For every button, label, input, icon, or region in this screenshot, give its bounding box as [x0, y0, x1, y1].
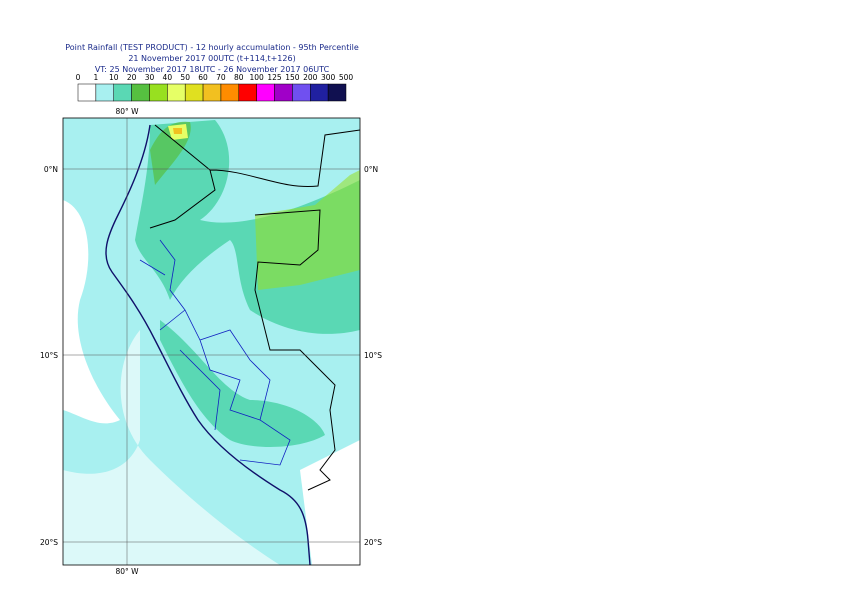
- rain-60: [173, 128, 182, 134]
- legend-swatch: [327, 83, 347, 102]
- rain-10: [160, 320, 325, 447]
- ocean-clear: [63, 200, 120, 424]
- region-border: [139, 239, 291, 466]
- legend-swatch: [220, 83, 240, 102]
- legend-label: 200: [303, 73, 318, 82]
- legend-label: 125: [267, 73, 282, 82]
- legend-swatch: [292, 83, 311, 102]
- legend-label: 40: [163, 73, 173, 82]
- coastline: [105, 124, 311, 565]
- legend-swatch: [184, 83, 204, 102]
- map: [63, 118, 360, 565]
- legend-label: 500: [339, 73, 354, 82]
- legend-swatch: [238, 83, 257, 102]
- legend-label: 300: [321, 73, 336, 82]
- legend-swatch: [310, 83, 329, 102]
- graticule: [63, 118, 360, 565]
- legend-swatch: [113, 83, 132, 102]
- lat-label: 10°S: [364, 351, 382, 360]
- legend-label: 70: [216, 73, 226, 82]
- legend-label: 1: [93, 73, 98, 82]
- legend-label: 20: [127, 73, 137, 82]
- legend-label: 10: [109, 73, 119, 82]
- legend-swatch: [167, 83, 186, 102]
- legend-swatch: [95, 83, 114, 102]
- map-frame: [62, 117, 361, 566]
- lat-label: 0°N: [364, 165, 378, 174]
- legend-swatch: [274, 83, 293, 102]
- rain-30: [255, 170, 360, 290]
- lon-label: 80° W: [115, 107, 139, 116]
- lat-label: 20°S: [40, 538, 58, 547]
- lat-label: 20°S: [364, 538, 382, 547]
- lon-label: 80° W: [115, 567, 139, 576]
- legend-swatch: [131, 83, 150, 102]
- legend-swatch: [77, 83, 97, 102]
- legend-label: 100: [250, 73, 265, 82]
- legend-label: 80: [234, 73, 244, 82]
- legend-label: 60: [198, 73, 208, 82]
- legend-label: 30: [145, 73, 155, 82]
- lat-label: 10°S: [40, 351, 58, 360]
- valid-time: VT: 25 November 2017 18UTC - 26 November…: [95, 65, 330, 74]
- land-clear: [300, 440, 360, 565]
- legend: 0 1 10 20 30 40 50 60 70 80 100 125 150 200 300 500: [76, 73, 354, 102]
- init-time: 21 November 2017 00UTC (t+114,t+126): [128, 54, 295, 63]
- legend-label: 50: [180, 73, 190, 82]
- title: Point Rainfall (TEST PRODUCT) - 12 hourl…: [65, 43, 359, 52]
- lat-label: 0°N: [44, 165, 58, 174]
- country-border: [149, 124, 360, 491]
- legend-swatch: [202, 83, 222, 102]
- legend-label: 150: [285, 73, 300, 82]
- legend-swatch: [149, 83, 168, 102]
- ocean-clear: [63, 330, 280, 565]
- legend-swatch: [256, 83, 275, 102]
- legend-label: 0: [76, 73, 81, 82]
